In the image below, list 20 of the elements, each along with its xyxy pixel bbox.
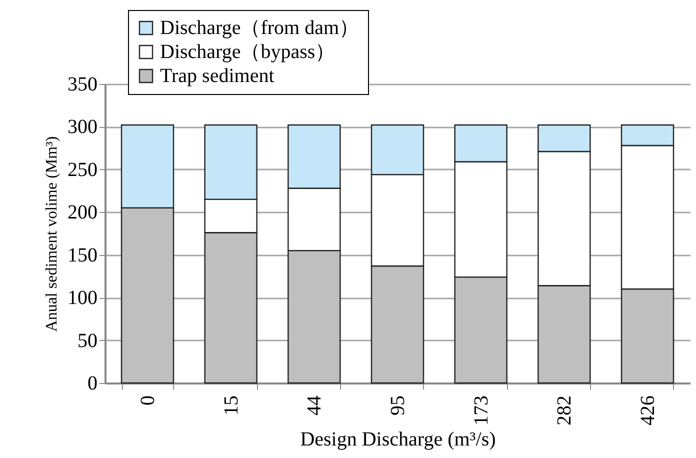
x-tick-label: 282 <box>554 396 576 426</box>
y-tick-label: 200 <box>68 202 98 224</box>
legend-label: Trap sediment <box>160 65 275 87</box>
y-tick-label: 250 <box>68 158 98 181</box>
y-axis-title: Anual sediment volime (Mm³) <box>44 136 60 332</box>
legend-label: Discharge（from dam） <box>160 17 360 39</box>
x-axis-title: Design Discharge (m³/s) <box>300 428 496 450</box>
y-tick-label: 100 <box>68 287 98 310</box>
y-tick-label: 50 <box>78 330 98 352</box>
x-tick-label: 0 <box>137 396 159 406</box>
y-tick-label: 350 <box>68 74 98 96</box>
x-tick-label: 95 <box>387 396 409 416</box>
y-tick-label: 300 <box>68 116 98 138</box>
legend-label: Discharge（bypass） <box>160 41 336 63</box>
x-tick-label: 173 <box>470 396 492 426</box>
y-tick-label: 150 <box>68 244 98 266</box>
x-tick-label: 426 <box>637 396 659 426</box>
y-tick-label: 0 <box>88 372 98 394</box>
x-tick-label: 44 <box>304 396 326 416</box>
x-tick-label: 15 <box>220 396 242 416</box>
